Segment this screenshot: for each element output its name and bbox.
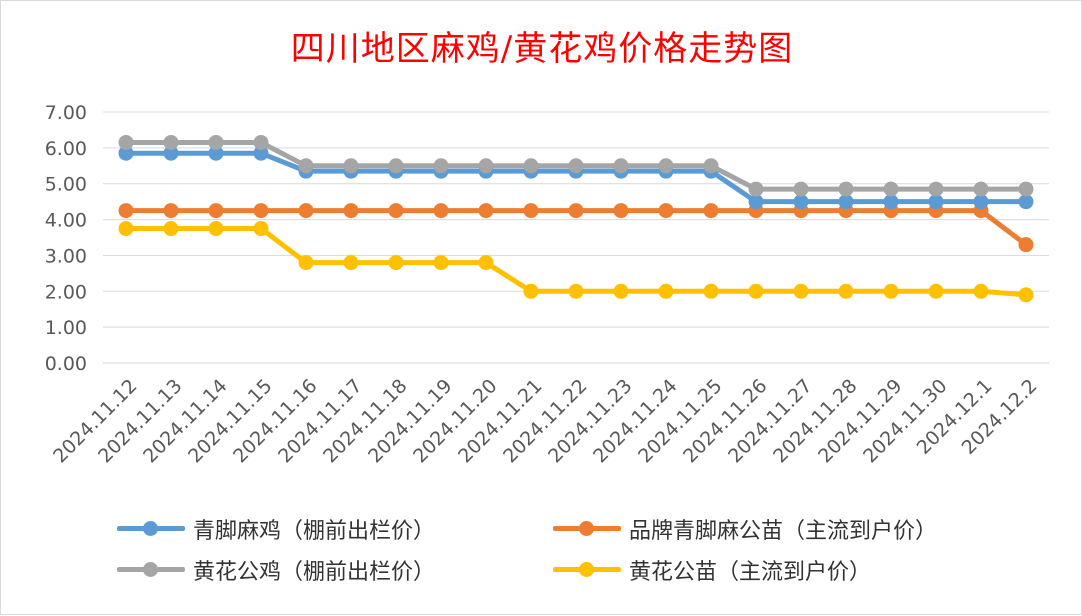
data-point (388, 203, 404, 219)
data-point (748, 283, 764, 299)
legend-item-huanghua-gongji: 黄花公鸡（棚前出栏价） (117, 555, 435, 585)
data-point (973, 283, 989, 299)
data-point (523, 203, 539, 219)
y-tick-label: 5.00 (45, 174, 87, 196)
data-point (658, 203, 674, 219)
data-point (343, 203, 359, 219)
data-point (343, 158, 359, 174)
data-point (118, 221, 134, 237)
legend-marker-1 (579, 521, 594, 536)
data-point (973, 181, 989, 197)
data-point (838, 194, 854, 210)
data-point (793, 283, 809, 299)
data-point (388, 158, 404, 174)
data-point (208, 221, 224, 237)
y-tick-label: 6.00 (45, 138, 87, 160)
data-point (388, 255, 404, 271)
legend-marker-3 (579, 562, 594, 577)
y-tick-label: 1.00 (45, 317, 87, 339)
legend-marker-0 (143, 521, 158, 536)
data-point (208, 145, 224, 161)
data-point (568, 158, 584, 174)
data-point (433, 255, 449, 271)
data-point (1018, 287, 1034, 303)
data-point (298, 158, 314, 174)
data-point (253, 145, 269, 161)
data-point (253, 203, 269, 219)
legend-swatch-1 (553, 514, 621, 544)
data-point (478, 255, 494, 271)
data-point (118, 145, 134, 161)
data-point (118, 203, 134, 219)
data-point (703, 283, 719, 299)
data-point (568, 283, 584, 299)
data-point (748, 194, 764, 210)
data-point (793, 181, 809, 197)
legend-swatch-0 (117, 514, 185, 544)
data-point (253, 134, 269, 150)
data-point (613, 158, 629, 174)
data-point (703, 203, 719, 219)
data-point (658, 158, 674, 174)
data-point (973, 194, 989, 210)
y-tick-label: 3.00 (45, 245, 87, 267)
data-point (163, 145, 179, 161)
data-point (208, 134, 224, 150)
data-point (163, 221, 179, 237)
data-point (568, 203, 584, 219)
data-point (523, 283, 539, 299)
data-point (523, 158, 539, 174)
data-point (1018, 237, 1034, 253)
data-point (928, 181, 944, 197)
y-tick-label: 2.00 (45, 281, 87, 303)
data-point (1018, 181, 1034, 197)
data-point (703, 158, 719, 174)
data-point (928, 194, 944, 210)
data-point (208, 203, 224, 219)
legend-item-pinpai-gongmiao: 品牌青脚麻公苗（主流到户价） (553, 514, 937, 544)
y-tick-label: 0.00 (45, 353, 87, 375)
data-point (478, 203, 494, 219)
legend-label: 黄花公鸡（棚前出栏价） (193, 560, 436, 585)
data-point (433, 203, 449, 219)
data-point (658, 283, 674, 299)
data-point (433, 158, 449, 174)
legend-label: 黄花公苗（主流到户价） (629, 560, 872, 585)
legend-marker-2 (143, 562, 158, 577)
data-point (838, 181, 854, 197)
data-point (298, 255, 314, 271)
legend-item-qingjiao-maji: 青脚麻鸡（棚前出栏价） (117, 514, 435, 544)
data-point (163, 203, 179, 219)
data-point (748, 181, 764, 197)
y-tick-label: 4.00 (45, 210, 87, 232)
data-point (253, 221, 269, 237)
legend-label: 青脚麻鸡（棚前出栏价） (193, 519, 436, 544)
data-point (883, 283, 899, 299)
data-point (118, 134, 134, 150)
legend-label: 品牌青脚麻公苗（主流到户价） (629, 519, 938, 544)
data-point (478, 158, 494, 174)
chart-title: 四川地区麻鸡/黄花鸡价格走势图 (290, 29, 794, 69)
legend-swatch-3 (553, 555, 621, 585)
data-point (1018, 194, 1034, 210)
data-point (613, 283, 629, 299)
data-point (343, 255, 359, 271)
data-point (883, 194, 899, 210)
legend-item-huanghua-gongmiao: 黄花公苗（主流到户价） (553, 555, 871, 585)
y-tick-label: 7.00 (45, 102, 87, 124)
data-point (613, 203, 629, 219)
data-point (928, 283, 944, 299)
data-point (883, 181, 899, 197)
data-point (298, 203, 314, 219)
data-point (793, 194, 809, 210)
legend-swatch-2 (117, 555, 185, 585)
data-point (838, 283, 854, 299)
data-point (163, 134, 179, 150)
